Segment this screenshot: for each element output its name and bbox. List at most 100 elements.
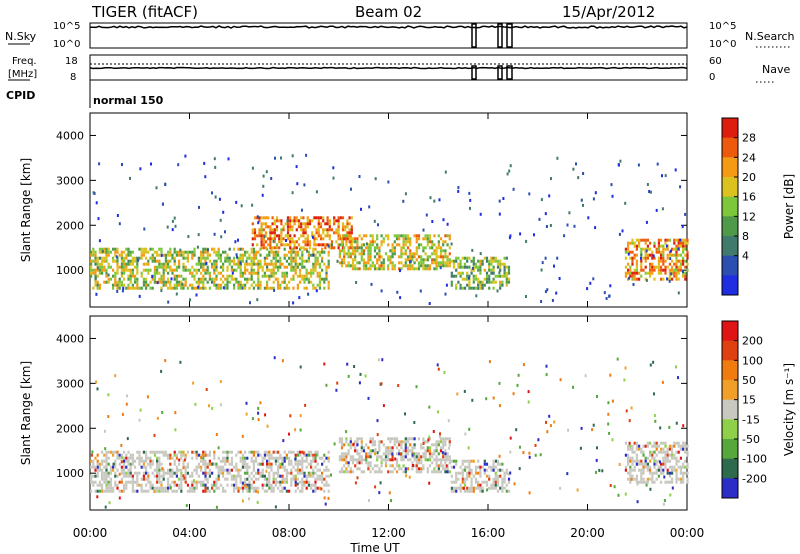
power-echo-cell <box>263 274 266 278</box>
power-sparse-echo <box>249 301 251 305</box>
velocity-echo-cell <box>112 465 115 469</box>
velocity-echo-cell <box>158 450 161 454</box>
time-tick-label: 00:00 <box>73 526 108 540</box>
velocity-echo-cell <box>479 465 482 469</box>
power-echo-cell <box>253 216 257 220</box>
velocity-sparse-echo <box>118 496 121 500</box>
velocity-echo-cell <box>94 474 97 478</box>
velocity-sparse-echo <box>412 452 415 456</box>
power-echo-cell <box>627 250 630 254</box>
power-echo-cell <box>402 237 405 241</box>
power-echo-cell <box>324 234 327 238</box>
power-echo-cell <box>411 267 414 271</box>
velocity-echo-cell <box>316 468 319 472</box>
power-sparse-echo <box>95 292 98 296</box>
power-echo-cell <box>140 286 143 290</box>
power-echo-cell <box>289 228 292 232</box>
velocity-echo-cell <box>389 437 392 441</box>
power-echo-cell <box>318 262 321 266</box>
velocity-sparse-echo <box>513 482 516 486</box>
velocity-echo-cell <box>679 444 682 448</box>
power-echo-cell <box>365 234 368 238</box>
velocity-echo-cell <box>501 483 504 487</box>
power-echo-cell <box>291 225 294 229</box>
power-echo-cell <box>314 253 317 257</box>
power-echo-cell <box>673 241 676 245</box>
power-echo-cell <box>358 267 361 271</box>
power-echo-cell <box>318 250 321 254</box>
power-echo-cell <box>292 265 295 269</box>
power-sparse-echo <box>237 238 239 242</box>
velocity-echo-cell <box>323 483 326 487</box>
velocity-sparse-echo <box>471 398 474 402</box>
velocity-echo-cell <box>274 462 277 466</box>
power-sparse-echo <box>196 245 199 249</box>
power-echo-cell <box>217 253 220 257</box>
velocity-echo-cell <box>378 455 381 459</box>
power-echo-cell <box>435 249 438 253</box>
velocity-sparse-echo <box>515 428 518 432</box>
power-echo-cell <box>483 256 486 260</box>
power-frame <box>89 112 688 308</box>
power-echo-cell <box>303 259 306 263</box>
velocity-echo-cell <box>627 444 630 448</box>
velocity-echo-cell <box>662 450 665 454</box>
power-echo-cell <box>252 280 255 284</box>
power-echo-cell <box>668 268 671 272</box>
power-echo-cell <box>354 252 357 256</box>
velocity-echo-cell <box>217 474 220 478</box>
velocity-echo-cell <box>107 456 110 460</box>
power-echo-cell <box>274 265 277 269</box>
power-echo-cell <box>666 253 669 257</box>
power-echo-cell <box>246 250 249 254</box>
power-echo-cell <box>230 268 233 272</box>
power-echo-cell <box>635 238 638 242</box>
power-echo-cell <box>635 271 638 275</box>
velocity-sparse-echo <box>527 400 530 404</box>
power-echo-cell <box>337 222 340 226</box>
velocity-echo-cell <box>642 462 645 466</box>
velocity-echo-cell <box>651 444 654 448</box>
velocity-echo-cell <box>314 459 317 463</box>
velocity-echo-cell <box>426 467 429 471</box>
velocity-echo-cell <box>677 459 680 463</box>
velocity-echo-cell <box>409 458 412 462</box>
power-echo-cell <box>468 280 471 284</box>
power-echo-cell <box>417 237 421 241</box>
velocity-echo-cell <box>268 456 271 460</box>
velocity-echo-cell <box>204 486 207 490</box>
power-echo-cell <box>269 240 272 244</box>
power-echo-cell <box>142 247 145 251</box>
velocity-echo-cell <box>682 465 685 469</box>
velocity-echo-cell <box>96 453 99 457</box>
power-echo-cell <box>651 250 654 254</box>
velocity-echo-cell <box>145 465 148 469</box>
nsky-label: N.Sky <box>5 30 37 43</box>
velocity-echo-cell <box>492 462 495 466</box>
velocity-echo-cell <box>175 483 178 487</box>
power-sparse-echo <box>231 271 234 275</box>
velocity-echo-cell <box>677 477 680 481</box>
velocity-echo-cell <box>255 489 258 493</box>
power-sparse-echo <box>306 249 309 253</box>
velocity-echo-cell <box>197 474 200 478</box>
power-echo-cell <box>246 280 249 284</box>
velocity-echo-cell <box>290 480 293 484</box>
power-echo-cell <box>280 231 283 235</box>
power-sparse-echo <box>115 255 118 259</box>
power-echo-cell <box>224 250 227 254</box>
power-echo-cell <box>90 262 93 266</box>
velocity-echo-cell <box>226 477 229 481</box>
power-echo-cell <box>193 268 196 272</box>
velocity-sparse-echo <box>324 502 327 506</box>
velocity-echo-cell <box>638 462 641 466</box>
power-sparse-echo <box>92 191 95 195</box>
power-echo-cell <box>277 265 280 269</box>
velocity-sparse-echo <box>376 419 379 423</box>
power-echo-cell <box>202 247 205 251</box>
velocity-sparse-echo <box>675 421 678 425</box>
power-sparse-echo <box>315 190 318 194</box>
power-sparse-echo <box>538 217 541 221</box>
velocity-echo-cell <box>496 459 500 463</box>
power-sparse-echo <box>469 198 472 202</box>
